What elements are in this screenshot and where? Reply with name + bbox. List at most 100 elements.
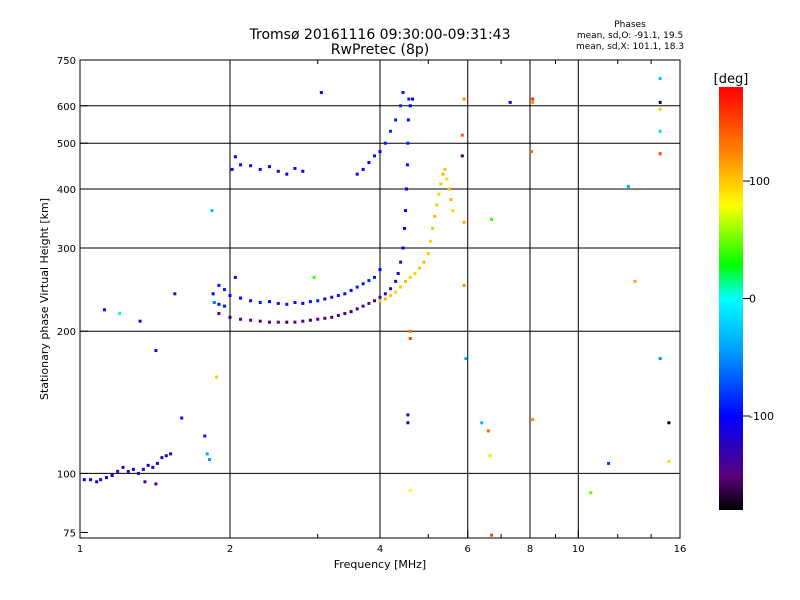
echo-point [223, 304, 227, 308]
echo-point [103, 308, 107, 312]
echo-point [293, 320, 297, 324]
echo-point [217, 283, 221, 287]
echo-point [267, 165, 271, 169]
y-tick-label: 400 [57, 185, 76, 196]
echo-point [267, 320, 271, 324]
echo-point [285, 320, 289, 324]
echo-point [449, 198, 453, 202]
echo-point [399, 285, 403, 289]
echo-point [223, 288, 227, 292]
echo-point [276, 169, 280, 173]
echo-point [464, 357, 468, 361]
echo-point [658, 152, 662, 156]
echo-point [89, 478, 93, 482]
echo-point [405, 163, 409, 167]
chart-title: Tromsø 20161116 09:30:00-09:31:43 [249, 27, 511, 43]
echo-point [131, 467, 135, 471]
echo-point [361, 282, 365, 286]
echo-point [658, 129, 662, 133]
x-tick-label: 2 [227, 544, 233, 555]
echo-point [141, 467, 145, 471]
echo-point [443, 167, 447, 171]
echo-point [413, 271, 417, 275]
echo-point [367, 279, 371, 283]
echo-point [316, 299, 320, 303]
echo-point [480, 421, 484, 425]
echo-point [426, 252, 430, 256]
echo-point [211, 292, 215, 296]
echo-point [531, 100, 535, 104]
echo-point [447, 187, 451, 191]
colorbar-ticks: 100 0 -100 [743, 175, 774, 423]
echo-point [439, 182, 443, 186]
echo-point [146, 463, 150, 467]
echo-point [462, 97, 466, 101]
colorbar-unit: [deg] [714, 72, 749, 87]
echo-point [399, 104, 403, 108]
echo-point [319, 91, 323, 95]
echo-point [417, 266, 421, 270]
echo-point [383, 297, 387, 301]
echo-point [373, 275, 377, 279]
echo-point [233, 275, 237, 279]
echo-point [293, 166, 297, 170]
x-tick-label: 16 [674, 544, 687, 555]
echo-point [212, 301, 216, 305]
echo-point [406, 421, 410, 425]
echo-point [208, 458, 212, 462]
echo-point [408, 104, 412, 108]
echo-point [249, 299, 253, 303]
echo-point [626, 184, 630, 188]
echo-point [215, 375, 219, 379]
echo-point [389, 287, 393, 291]
colorbar-tick-label: -100 [749, 410, 774, 423]
echo-point [180, 416, 184, 420]
grid-lines [80, 60, 680, 538]
echo-point [316, 317, 320, 321]
echo-point [154, 482, 158, 486]
phase-stats: Phases mean, sd,O: -91.1, 19.5 mean, sd,… [560, 20, 700, 53]
echo-point [308, 318, 312, 322]
echo-point [408, 275, 412, 279]
echo-point [462, 220, 466, 224]
echo-point [389, 129, 393, 133]
echo-point [110, 473, 114, 477]
y-tick-label: 750 [57, 56, 76, 67]
colorbar-tick-label: 0 [749, 293, 756, 306]
echo-point [667, 459, 671, 463]
echo-point [394, 290, 398, 294]
echo-point [160, 456, 164, 460]
echo-point [285, 172, 289, 176]
echo-point [431, 226, 435, 230]
echo-point [258, 167, 262, 171]
echo-point [121, 465, 125, 469]
echo-point [396, 271, 400, 275]
echo-point [99, 478, 103, 482]
echo-point [367, 161, 371, 165]
echo-point [336, 294, 340, 298]
echo-point [607, 461, 611, 465]
echo-point [383, 141, 387, 145]
echo-point [143, 480, 147, 484]
x-tick-label: 6 [465, 544, 471, 555]
echo-point [403, 226, 407, 230]
echo-point [433, 214, 437, 218]
echo-point [355, 172, 359, 176]
echo-point [462, 283, 466, 287]
echo-point [249, 318, 253, 322]
echo-point [406, 118, 410, 122]
echo-point [378, 295, 382, 299]
phase-x-stats: mean, sd,X: 101.1, 18.3 [575, 42, 685, 52]
y-tick-label: 100 [57, 469, 76, 480]
echo-point [401, 91, 405, 95]
echo-point [403, 279, 407, 283]
echo-point [301, 301, 305, 305]
echo-point [531, 418, 535, 422]
echo-point [422, 260, 426, 264]
echo-point [490, 217, 494, 221]
echo-point [95, 480, 99, 484]
echo-point [406, 141, 410, 145]
phase-o-stats: mean, sd,O: -91.1, 19.5 [576, 31, 684, 41]
echo-point [378, 268, 382, 272]
echo-point [460, 154, 464, 158]
